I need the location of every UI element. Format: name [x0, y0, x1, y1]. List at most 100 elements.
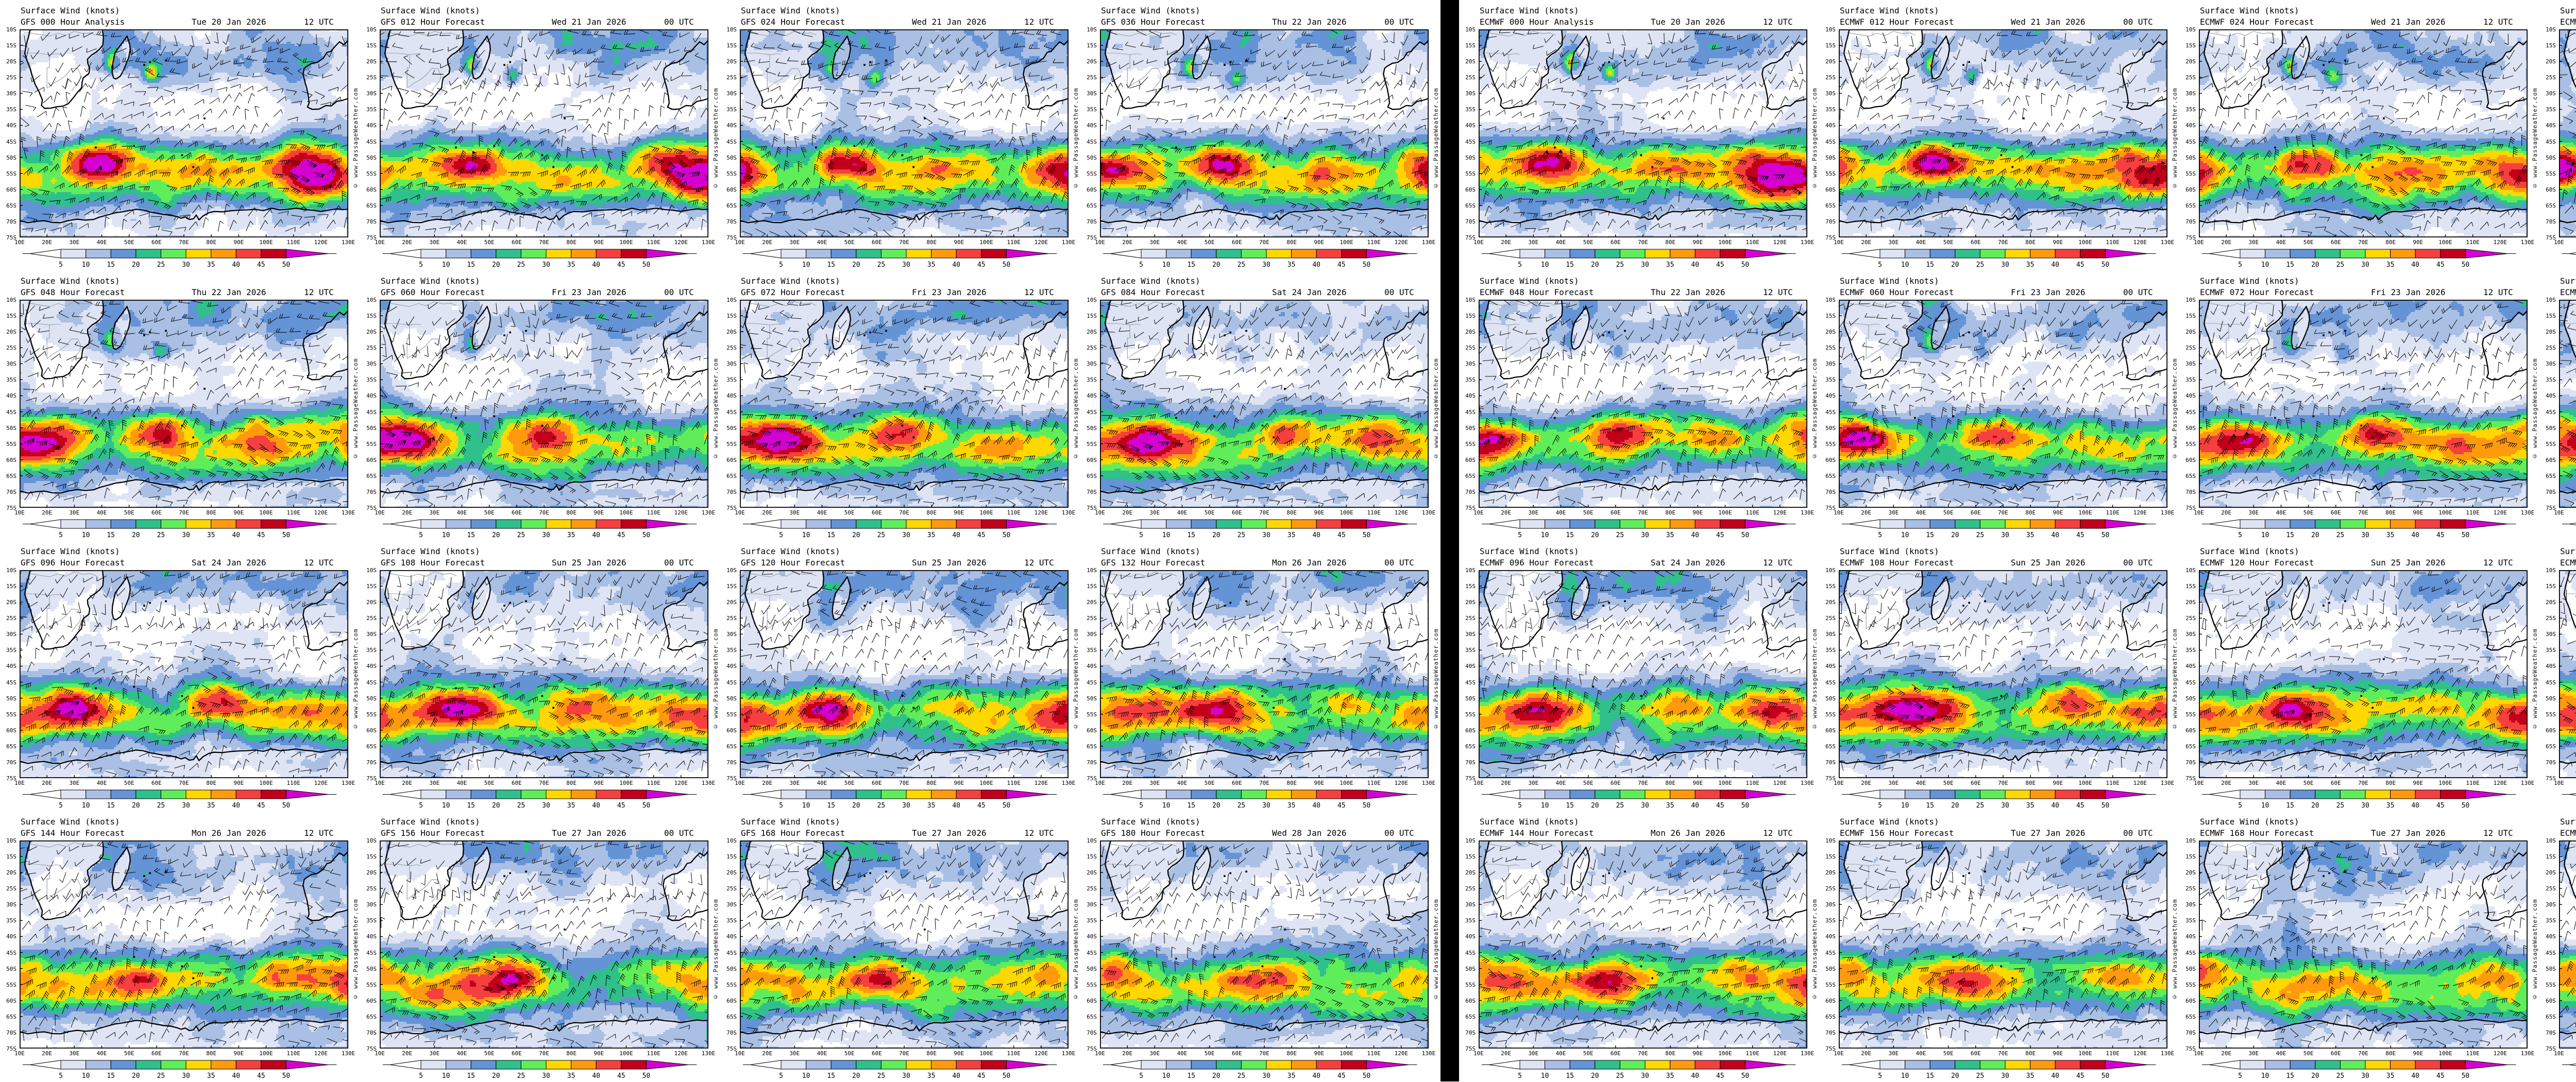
longitude-tick-label: 90E: [1314, 239, 1325, 246]
svg-text:50: 50: [1363, 802, 1371, 810]
latitude-tick-label: 75S: [726, 505, 737, 511]
latitude-tick-label: 50S: [1087, 695, 1097, 702]
panel-title: Surface Wind (knots): [741, 6, 840, 15]
svg-text:25: 25: [2336, 802, 2345, 810]
svg-text:10: 10: [2261, 1072, 2269, 1080]
svg-text:45: 45: [2076, 261, 2084, 269]
latitude-tick-label: 45S: [2546, 138, 2556, 145]
latitude-tick-label: 25S: [1087, 885, 1097, 892]
panel-valid-time: 00 UTC: [664, 828, 694, 838]
panel-run-label: GFS 024 Hour Forecast: [741, 17, 845, 27]
latitude-tick-label: 65S: [2546, 743, 2556, 750]
longitude-tick-label: 90E: [1692, 1050, 1703, 1057]
svg-text:30: 30: [182, 261, 190, 269]
longitude-tick-label: 90E: [2053, 239, 2063, 246]
latitude-axis: 10S 15S 20S 25S 30S 35S 40S 45S 50S 55S 60S 65S 70S 7…: [1459, 27, 1478, 241]
latitude-tick-label: 20S: [2546, 58, 2556, 65]
svg-text:25: 25: [1238, 802, 1246, 810]
longitude-tick-label: 80E: [566, 239, 577, 246]
longitude-tick-label: 10E: [1473, 509, 1484, 516]
panel-subtitle-row: GFS 120 Hour Forecast Sun 25 Jan 2026 12…: [720, 558, 1080, 568]
latitude-axis: 10S 15S 20S 25S 30S 35S 40S 45S 50S 55S 60S 65S 70S 7…: [1459, 297, 1478, 511]
svg-text:20: 20: [852, 802, 860, 810]
latitude-tick-label: 45S: [1825, 679, 1836, 686]
svg-text:45: 45: [2436, 261, 2445, 269]
latitude-tick-label: 70S: [1087, 759, 1097, 766]
longitude-tick-label: 90E: [954, 780, 964, 786]
latitude-tick-label: 45S: [2185, 949, 2196, 956]
svg-text:5: 5: [419, 802, 423, 810]
panel-valid-date: Fri 23 Jan 2026: [2371, 287, 2446, 297]
latitude-tick-label: 65S: [1825, 202, 1836, 209]
panel-title: Surface Wind (knots): [21, 817, 120, 827]
latitude-tick-label: 15S: [1087, 42, 1097, 49]
svg-text:5: 5: [1518, 261, 1522, 269]
longitude-tick-label: 30E: [1528, 1050, 1539, 1057]
latitude-tick-label: 25S: [1465, 615, 1476, 622]
latitude-tick-label: 50S: [726, 965, 737, 972]
wind-map: [1100, 29, 1429, 237]
latitude-tick-label: 20S: [1825, 58, 1836, 65]
watermark: © www.PassageWeather.com: [352, 88, 359, 190]
latitude-tick-label: 30S: [1087, 631, 1097, 638]
panel-title: Surface Wind (knots): [381, 6, 480, 15]
panel-subtitle-row: GFS 096 Hour Forecast Sat 24 Jan 2026 12…: [0, 558, 360, 568]
svg-text:30: 30: [2361, 531, 2369, 539]
panel-subtitle-row: ECMWF 024 Hour Forecast Wed 21 Jan 2026 …: [2179, 17, 2539, 27]
longitude-tick-label: 100E: [2438, 780, 2452, 786]
latitude-tick-label: 35S: [366, 917, 377, 924]
longitude-tick-label: 20E: [762, 509, 773, 516]
svg-text:40: 40: [232, 531, 240, 539]
panel-valid-date: Wed 21 Jan 2026: [2371, 17, 2446, 27]
wind-map: [2199, 29, 2528, 237]
svg-text:20: 20: [1951, 802, 1959, 810]
latitude-tick-label: 50S: [726, 424, 737, 432]
longitude-axis: 10E20E30E40E50E60E70E80E90E100E110E120E1…: [2554, 779, 2576, 787]
latitude-tick-label: 50S: [2546, 154, 2556, 161]
latitude-tick-label: 70S: [6, 218, 16, 225]
svg-text:5: 5: [779, 1072, 783, 1080]
latitude-tick-label: 30S: [1465, 90, 1476, 97]
longitude-tick-label: 40E: [456, 239, 467, 246]
svg-text:15: 15: [2286, 1072, 2294, 1080]
svg-text:40: 40: [1691, 802, 1699, 810]
longitude-tick-label: 70E: [1638, 239, 1648, 246]
latitude-tick-label: 40S: [1465, 392, 1476, 400]
longitude-tick-label: 20E: [762, 780, 773, 786]
latitude-tick-label: 70S: [1087, 218, 1097, 225]
latitude-tick-label: 50S: [6, 695, 16, 702]
svg-text:40: 40: [1312, 261, 1320, 269]
svg-text:20: 20: [852, 531, 860, 539]
panel-run-label: GFS 060 Hour Forecast: [381, 287, 485, 297]
longitude-tick-label: 110E: [1367, 1050, 1381, 1057]
map-area: 10S 15S 20S 25S 30S 35S 40S 45S 50S 55S 60S 65S 70S 7…: [2179, 838, 2539, 1059]
longitude-tick-label: 120E: [674, 239, 688, 246]
latitude-tick-label: 65S: [1465, 472, 1476, 479]
longitude-tick-label: 50E: [1204, 1050, 1215, 1057]
svg-text:10: 10: [1541, 802, 1549, 810]
panel-valid-date: Tue 20 Jan 2026: [192, 17, 266, 27]
latitude-tick-label: 45S: [1087, 138, 1097, 145]
latitude-tick-label: 10S: [6, 567, 16, 574]
latitude-tick-label: 30S: [6, 360, 16, 368]
latitude-tick-label: 25S: [6, 615, 16, 622]
svg-text:30: 30: [1262, 261, 1270, 269]
latitude-tick-label: 55S: [366, 170, 377, 177]
latitude-tick-label: 75S: [1825, 1045, 1836, 1052]
svg-text:25: 25: [2336, 261, 2345, 269]
svg-text:20: 20: [1212, 531, 1221, 539]
latitude-tick-label: 30S: [2546, 360, 2556, 368]
svg-text:15: 15: [827, 261, 835, 269]
longitude-tick-label: 60E: [1231, 239, 1242, 246]
longitude-tick-label: 100E: [259, 509, 273, 516]
longitude-tick-label: 60E: [511, 780, 522, 786]
panel-run-label: ECMWF 168 Hour Forecast: [2200, 828, 2314, 838]
svg-text:30: 30: [902, 261, 910, 269]
longitude-tick-label: 70E: [1638, 780, 1648, 786]
longitude-tick-label: 70E: [2358, 239, 2368, 246]
